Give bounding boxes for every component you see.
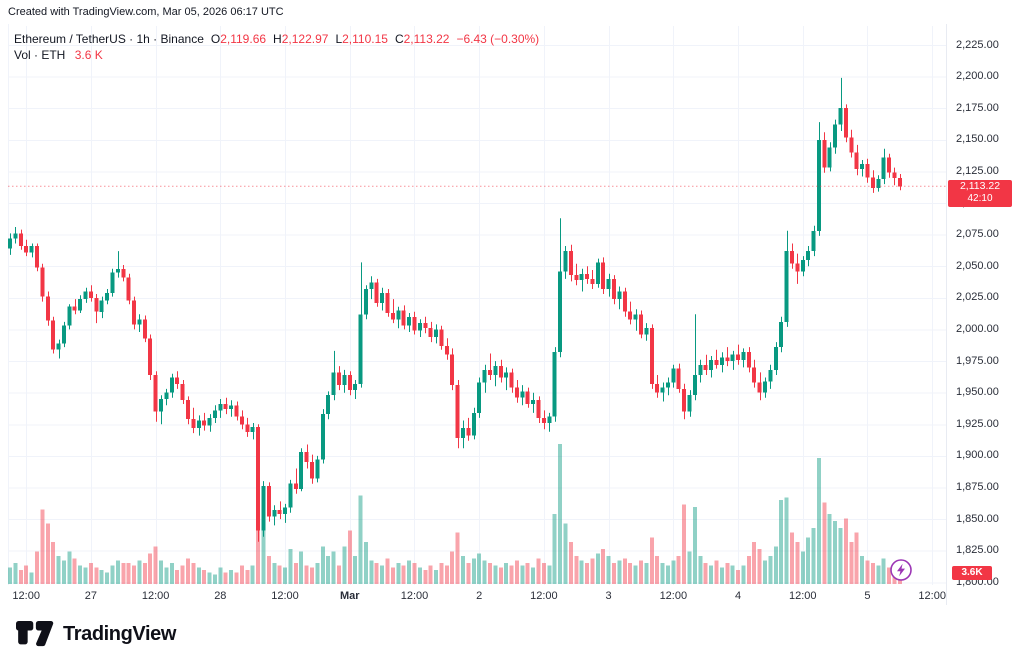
volume-badge: 3.6K bbox=[952, 566, 992, 580]
price-axis-label: 2,075.00 bbox=[956, 228, 999, 240]
time-axis-label: 12:00 bbox=[141, 590, 170, 602]
time-axis-label: 2 bbox=[476, 590, 483, 602]
time-axis-label: 12:00 bbox=[659, 590, 688, 602]
legend-symbol-row: Ethereum / TetherUS · 1h · Binance O2,119… bbox=[14, 31, 539, 47]
bar-countdown: 42:10 bbox=[967, 193, 993, 204]
time-axis-label: 12:00 bbox=[271, 590, 299, 602]
high-label: H bbox=[273, 32, 282, 46]
time-axis-label: 3 bbox=[605, 590, 612, 602]
boost-button[interactable] bbox=[889, 558, 913, 582]
time-axis-label: 12:00 bbox=[12, 590, 40, 602]
attribution-text: Created with TradingView.com, Mar 05, 20… bbox=[8, 6, 284, 18]
price-axis-label: 1,900.00 bbox=[956, 449, 999, 461]
low-value: 2,110.15 bbox=[342, 32, 388, 46]
price-axis-label: 2,025.00 bbox=[956, 291, 999, 303]
time-axis-label: Mar bbox=[339, 590, 360, 602]
time-axis-label: 4 bbox=[734, 590, 742, 602]
price-axis-label: 2,000.00 bbox=[956, 323, 999, 335]
low-label: L bbox=[335, 32, 343, 46]
price-axis-label: 2,225.00 bbox=[956, 39, 999, 51]
time-axis-label: 28 bbox=[214, 590, 227, 602]
tradingview-logo-link[interactable]: TradingView bbox=[16, 620, 176, 648]
tradingview-logo-text: TradingView bbox=[63, 622, 177, 645]
time-axis-label: 12:00 bbox=[400, 590, 429, 602]
price-axis-label: 1,925.00 bbox=[956, 418, 999, 430]
time-axis-label: 27 bbox=[84, 590, 98, 602]
price-axis-label: 2,150.00 bbox=[956, 133, 999, 145]
price-axis-label: 1,825.00 bbox=[956, 544, 999, 556]
volume-value: 3.6 K bbox=[74, 48, 103, 62]
lightning-icon bbox=[897, 563, 905, 577]
time-axis-label: 12:00 bbox=[530, 590, 558, 602]
price-axis-label: 2,175.00 bbox=[956, 102, 999, 114]
time-axis-label: 12:00 bbox=[918, 590, 946, 602]
last-price-value: 2,113.22 bbox=[959, 180, 1001, 192]
symbol-title[interactable]: Ethereum / TetherUS · 1h · Binance bbox=[14, 32, 204, 46]
time-axis-label: 5 bbox=[864, 590, 871, 602]
open-value: 2,119.66 bbox=[220, 32, 267, 46]
change-value: −6.43 (−0.30%) bbox=[456, 32, 540, 46]
price-axis-label: 2,200.00 bbox=[956, 70, 999, 82]
price-axis-label: 2,050.00 bbox=[956, 260, 999, 272]
open-label: O bbox=[210, 32, 221, 46]
price-axis-label: 1,850.00 bbox=[956, 513, 999, 525]
high-value: 2,122.97 bbox=[281, 32, 329, 46]
price-axis-label: 1,875.00 bbox=[956, 481, 999, 493]
price-axis-label: 1,950.00 bbox=[956, 386, 999, 398]
legend-volume-row: Vol · ETH 3.6 K bbox=[14, 47, 539, 63]
price-axis-label: 1,975.00 bbox=[956, 355, 999, 367]
close-label: C bbox=[394, 32, 404, 46]
chart-legend: Ethereum / TetherUS · 1h · Binance O2,119… bbox=[14, 31, 539, 63]
price-axis-label: 2,125.00 bbox=[956, 165, 999, 177]
close-value: 2,113.22 bbox=[403, 32, 450, 46]
volume-label: Vol · ETH bbox=[14, 48, 66, 62]
tradingview-logo-icon bbox=[16, 621, 54, 647]
last-price-badge: 2,113.22 42:10 bbox=[948, 180, 1012, 207]
time-axis-label: 12:00 bbox=[789, 590, 817, 602]
